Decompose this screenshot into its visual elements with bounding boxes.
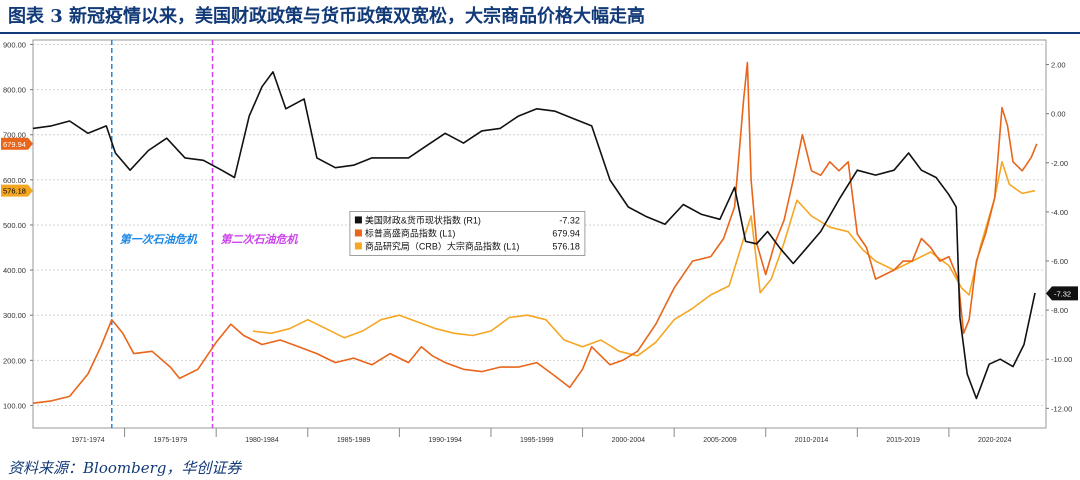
legend-value: -7.32 — [559, 215, 580, 225]
page-title: 图表 3 新冠疫情以来，美国财政政策与货币政策双宽松，大宗商品价格大幅走高 — [8, 6, 646, 27]
left-tick-label: 300.00 — [3, 311, 26, 320]
right-tick-label: -6.00 — [1051, 257, 1068, 266]
period-label: 2000-2004 — [612, 437, 646, 444]
series-line — [32, 61, 1038, 404]
line-chart: 第一次石油危机 第二次石油危机 100.00 200.00 300.00 400.00 5… — [1, 39, 1078, 444]
title-divider — [0, 32, 1080, 34]
right-tick-label: 2.00 — [1051, 61, 1066, 70]
period-label: 2020-2024 — [978, 437, 1012, 444]
period-label: 1995-1999 — [520, 437, 554, 444]
legend-swatch — [354, 216, 362, 224]
right-tick-label: -12.00 — [1051, 404, 1072, 413]
left-tick-label: 500.00 — [3, 221, 26, 230]
period-label: 1985-1989 — [337, 437, 371, 444]
period-label: 2010-2014 — [795, 437, 829, 444]
legend-label: 标普高盛商品指数 (L1) — [365, 227, 456, 238]
period-label: 2015-2019 — [886, 437, 920, 444]
left-tick-label: 200.00 — [3, 356, 26, 365]
series-lines — [32, 61, 1038, 404]
legend-label: 商品研究局（CRB）大宗商品指数 (L1) — [365, 240, 520, 251]
left-tick-label: 700.00 — [3, 131, 26, 140]
axes: 100.00 200.00 300.00 400.00 500.00 600.00 700.… — [3, 41, 1072, 444]
left-last-value-text: 679.94 — [3, 140, 26, 149]
source-note: 资料来源：Bloomberg，华创证券 — [8, 459, 242, 477]
period-label: 2005-2009 — [703, 437, 737, 444]
series-line — [252, 161, 1036, 357]
oil-crisis-label: 第二次石油危机 — [221, 233, 299, 246]
left-tick-label: 100.00 — [3, 401, 26, 410]
right-tick-label: -2.00 — [1051, 159, 1068, 168]
right-last-value-tag — [1046, 286, 1078, 301]
right-tick-label: 0.00 — [1051, 110, 1066, 119]
legend: 美国财政&货币现状指数 (R1) -7.32 标普高盛商品指数 (L1) 679.94… — [349, 211, 586, 256]
right-last-value-text: -7.32 — [1054, 289, 1071, 298]
right-tick-label: -4.00 — [1051, 208, 1068, 217]
left-tick-label: 900.00 — [3, 41, 26, 50]
legend-value: 576.18 — [552, 241, 580, 251]
left-last-value-text: 576.18 — [3, 187, 26, 196]
left-tick-label: 600.00 — [3, 176, 26, 185]
left-last-value-tag — [1, 137, 33, 150]
right-tick-label: -10.00 — [1051, 355, 1072, 364]
right-tick-label: -8.00 — [1051, 306, 1068, 315]
left-tick-label: 800.00 — [3, 86, 26, 95]
legend-label: 美国财政&货币现状指数 (R1) — [365, 214, 481, 225]
period-label: 1971-1974 — [71, 437, 105, 444]
left-tick-label: 400.00 — [3, 266, 26, 275]
series-line — [32, 71, 1036, 400]
legend-box — [349, 211, 586, 256]
left-last-value-tag — [1, 184, 33, 197]
legend-value: 679.94 — [552, 228, 580, 238]
last-value-labels: 679.94 576.18 -7.32 — [1, 137, 1078, 301]
legend-swatch — [354, 242, 362, 250]
period-label: 1975-1979 — [154, 437, 188, 444]
annotations: 第一次石油危机 第二次石油危机 — [111, 40, 299, 428]
period-label: 1980-1984 — [245, 437, 279, 444]
oil-crisis-label: 第一次石油危机 — [120, 233, 198, 246]
period-label: 1990-1994 — [428, 437, 462, 444]
legend-swatch — [354, 229, 362, 237]
